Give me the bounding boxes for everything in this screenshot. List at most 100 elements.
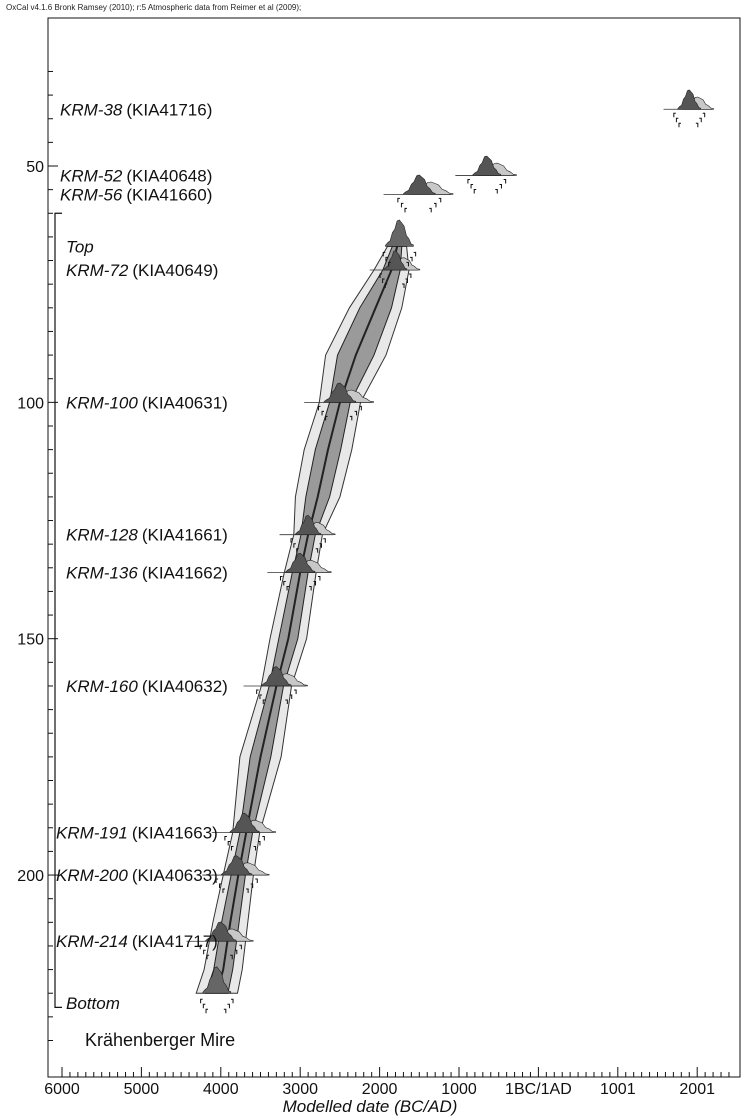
envelope-95 [195, 245, 410, 994]
sample-lab-code: (KIA41661) [142, 526, 228, 545]
x-tick-label: 6000 [44, 1081, 80, 1098]
sample-name: KRM-214 [56, 932, 128, 951]
range-bracket [382, 278, 408, 283]
sample-ranges [397, 197, 442, 213]
sample-label: KRM-56 (KIA41660) [60, 185, 212, 204]
x-axis-title: Modelled date (BC/AD) [283, 1097, 458, 1116]
sample-lab-code: (KIA40648) [126, 166, 212, 185]
sample-name: KRM-38 [60, 100, 123, 119]
sample-label: KRM-214 (KIA41717) [56, 932, 218, 951]
y-axis: 50 100 150 200 [17, 70, 58, 1041]
x-tick-label: 1BC/1AD [505, 1081, 572, 1098]
sample-ranges [224, 836, 265, 851]
sample-label: KRM-128 (KIA41661) [66, 526, 228, 545]
sample-name: KRM-200 [56, 866, 128, 885]
range-bracket [222, 888, 249, 894]
range-bracket [205, 1008, 227, 1014]
sample-lab-code: (KIA40632) [142, 677, 228, 696]
y-tick-label: 150 [17, 632, 44, 649]
sample-lab-code: (KIA41662) [142, 564, 228, 583]
range-bracket [388, 261, 409, 267]
range-bracket [673, 112, 706, 118]
sample-ranges [379, 273, 412, 288]
sample-lab-code: (KIA40649) [132, 261, 218, 280]
posterior-distribution [472, 155, 502, 176]
range-bracket [279, 576, 321, 581]
boundary-distribution [385, 219, 414, 247]
boundary-distribution [202, 966, 232, 994]
sample-label: KRM-191 (KIA41663) [56, 824, 218, 843]
sample-ranges [199, 944, 242, 960]
posterior-distribution [295, 514, 322, 536]
sample-lab-code: (KIA41716) [126, 100, 212, 119]
boundary-label-bottom: Bottom [66, 994, 120, 1013]
sample-label: KRM-38 (KIA41716) [60, 100, 212, 119]
sample-name: KRM-72 [66, 261, 129, 280]
sample-name: KRM-56 [60, 185, 123, 204]
x-tick-label: 1001 [600, 1081, 636, 1098]
sample-lab-code: (KIA40633) [132, 866, 218, 885]
sample-name: KRM-191 [56, 824, 128, 843]
sample-ranges [256, 689, 297, 704]
x-tick-label: 2001 [679, 1081, 715, 1098]
range-bracket [262, 699, 288, 704]
range-bracket [397, 197, 442, 203]
range-bracket [325, 415, 353, 421]
range-bracket [293, 543, 322, 548]
range-bracket [400, 202, 437, 208]
range-bracket [230, 846, 257, 851]
sample-label: KRM-100 (KIA40631) [66, 393, 228, 412]
y-tick-label: 50 [26, 159, 44, 176]
range-bracket [473, 188, 498, 194]
sample-ranges [317, 405, 362, 421]
range-bracket [224, 836, 265, 841]
sample-ranges [673, 112, 706, 128]
x-tick-label: 1000 [441, 1081, 477, 1098]
sample-ranges [290, 538, 326, 553]
boundary-ranges [382, 251, 417, 267]
range-bracket [283, 581, 317, 586]
sample-lab-code: (KIA40631) [142, 393, 228, 412]
posterior-distribution [261, 666, 292, 687]
sample-label: KRM-160 (KIA40632) [66, 677, 228, 696]
sample-lab-code: (KIA41717) [132, 932, 218, 951]
range-bracket [317, 405, 362, 411]
sample-label: KRM-200 (KIA40633) [56, 866, 218, 885]
x-tick-label: 5000 [124, 1081, 160, 1098]
sample-ranges [467, 178, 507, 194]
sample-lab-code: (KIA41660) [126, 185, 212, 204]
range-bracket [203, 949, 238, 955]
sample-name: KRM-128 [66, 526, 138, 545]
range-bracket [256, 689, 297, 694]
range-bracket [200, 998, 234, 1004]
range-bracket [382, 251, 417, 257]
posterior-distribution [323, 382, 357, 403]
range-bracket [379, 273, 412, 278]
site-label: Krähenberger Mire [85, 1030, 235, 1050]
sample-label: KRM-72 (KIA40649) [66, 261, 218, 280]
plot-frame [47, 17, 741, 1078]
sample-name: KRM-52 [60, 166, 123, 185]
sample-ranges [215, 878, 258, 894]
range-bracket [321, 410, 358, 416]
x-tick-label: 2000 [362, 1081, 398, 1098]
sample-lab-code: (KIA41663) [132, 824, 218, 843]
range-bracket [290, 538, 326, 543]
range-bracket [202, 1003, 230, 1009]
range-bracket [384, 283, 405, 288]
oxcal-credit: OxCal v4.1.6 Bronk Ramsey (2010); r:5 At… [6, 3, 301, 12]
range-bracket [286, 586, 312, 591]
range-bracket [259, 694, 293, 699]
range-bracket [227, 841, 261, 846]
sequence-bracket [54, 212, 62, 1009]
range-bracket [206, 954, 233, 960]
sample-name: KRM-100 [66, 393, 138, 412]
sample-name: KRM-160 [66, 677, 138, 696]
range-bracket [678, 122, 699, 128]
y-tick-label: 200 [17, 868, 44, 885]
posterior-distribution [285, 552, 316, 573]
posterior-distribution [221, 855, 253, 876]
sample-name: KRM-136 [66, 564, 138, 583]
range-bracket [385, 256, 413, 262]
